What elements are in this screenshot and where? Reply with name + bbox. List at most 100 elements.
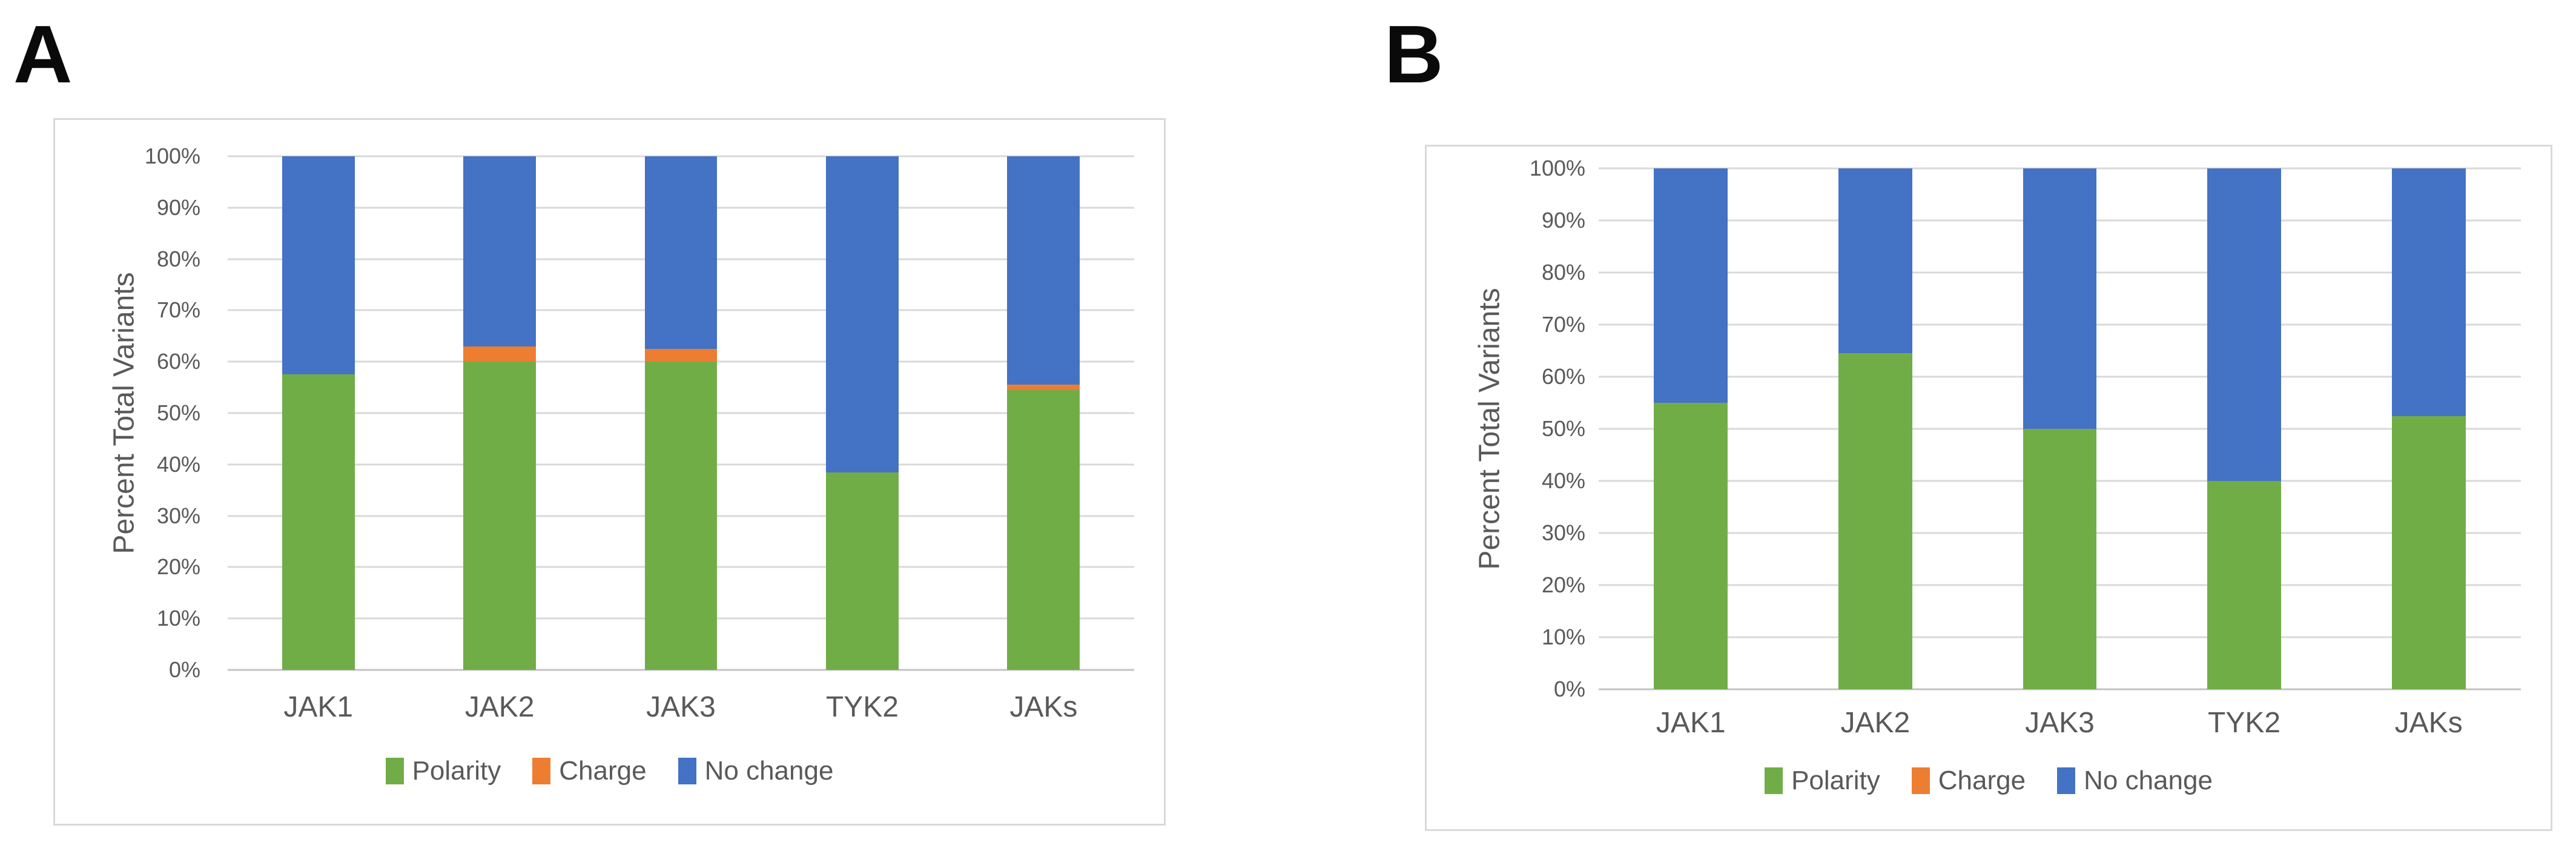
chart-b-legend-item-charge: Charge bbox=[1911, 766, 2026, 796]
chart-a-y-axis-ticks: 0% 10% 20% 30% 40% 50% 60% 70% 80% 90% 100% bbox=[55, 144, 200, 682]
chart-b-tick-label-100: 100% bbox=[1529, 156, 1585, 180]
chart-a-x-axis-labels: JAK1 JAK2 JAK3 TYK2 JAKs bbox=[228, 690, 1134, 724]
chart-b-category-label-tyk2: TYK2 bbox=[2208, 707, 2281, 739]
chart-a-bar-slot-jak3 bbox=[590, 156, 771, 670]
chart-b-x-axis-labels: JAK1 JAK2 JAK3 TYK2 JAKs bbox=[1599, 706, 2521, 740]
chart-a: Percent Total Variants 0% 10% 20% 30% 40% 50%… bbox=[53, 118, 1166, 826]
chart-a-category-label-tyk2: TYK2 bbox=[825, 691, 899, 723]
chart-b-category-label-jak2: JAK2 bbox=[1840, 707, 1911, 739]
charge-legend-swatch-icon bbox=[1911, 767, 1930, 794]
chart-a-bar-jak3 bbox=[644, 156, 718, 670]
chart-b-bar-slot-jak1 bbox=[1599, 168, 1783, 689]
chart-b-tick-label-70: 70% bbox=[1541, 312, 1585, 337]
chart-a-bar-slot-jaks bbox=[953, 156, 1134, 670]
chart-b-legend-label-no-change: No change bbox=[2084, 766, 2213, 795]
chart-a-legend-item-no-change: No change bbox=[678, 756, 834, 786]
chart-a-bar-slot-jak2 bbox=[409, 156, 590, 670]
chart-b-bars bbox=[1599, 168, 2521, 689]
chart-a-tick-label-0: 0% bbox=[168, 657, 200, 682]
no-change-legend-swatch-icon bbox=[2057, 767, 2076, 794]
chart-a-bar-jak2-segment-charge bbox=[463, 346, 536, 362]
chart-b-tick-label-80: 80% bbox=[1541, 260, 1585, 285]
chart-b-bar-slot-tyk2 bbox=[2152, 168, 2337, 689]
chart-b-bar-slot-jaks bbox=[2336, 168, 2521, 689]
chart-a-tick-label-70: 70% bbox=[156, 297, 200, 323]
chart-b-tick-label-50: 50% bbox=[1541, 416, 1585, 441]
chart-b-bar-jak3 bbox=[2023, 168, 2097, 689]
chart-b-tick-label-10: 10% bbox=[1541, 624, 1585, 649]
chart-b-bar-jaks-segment-no-change bbox=[2391, 168, 2466, 416]
chart-b-tick-label-30: 30% bbox=[1541, 520, 1585, 545]
chart-a-tick-label-20: 20% bbox=[156, 554, 200, 580]
chart-b-bar-tyk2-segment-polarity bbox=[2207, 481, 2281, 689]
chart-b-category-label-jak1: JAK1 bbox=[1656, 707, 1726, 739]
chart-a-bar-jak1-segment-no-change bbox=[282, 156, 355, 375]
polarity-legend-swatch-icon bbox=[1765, 767, 1783, 794]
chart-a-bar-jak2-segment-no-change bbox=[463, 156, 536, 346]
chart-a-bar-jak3-segment-no-change bbox=[644, 156, 718, 349]
charge-legend-swatch-icon bbox=[532, 758, 551, 784]
chart-a-bar-slot-jak1 bbox=[228, 156, 409, 670]
chart-b-tick-label-90: 90% bbox=[1541, 208, 1585, 233]
chart-b-tick-label-20: 20% bbox=[1541, 572, 1585, 597]
chart-a-bar-tyk2-segment-no-change bbox=[826, 156, 899, 472]
chart-b-legend-label-polarity: Polarity bbox=[1791, 766, 1880, 795]
chart-a-legend-label-polarity: Polarity bbox=[412, 756, 501, 786]
chart-b-legend-item-no-change: No change bbox=[2057, 766, 2213, 796]
chart-b-bar-jaks-segment-polarity bbox=[2391, 416, 2466, 689]
chart-a-plot-area bbox=[228, 155, 1134, 671]
chart-a-bar-tyk2-segment-polarity bbox=[826, 472, 899, 670]
chart-a-tick-label-40: 40% bbox=[156, 451, 200, 477]
chart-a-bar-tyk2 bbox=[826, 156, 899, 670]
chart-a-legend: Polarity Charge No change bbox=[55, 756, 1164, 786]
chart-b-category-label-jak3: JAK3 bbox=[2025, 707, 2095, 739]
chart-a-tick-label-10: 10% bbox=[156, 606, 200, 631]
chart-b-tick-label-40: 40% bbox=[1541, 468, 1585, 493]
chart-b-legend-item-polarity: Polarity bbox=[1765, 766, 1880, 796]
no-change-legend-swatch-icon bbox=[678, 758, 696, 784]
chart-b-bar-slot-jak2 bbox=[1783, 168, 1968, 689]
chart-b-bar-jak1-segment-no-change bbox=[1654, 168, 1728, 403]
chart-b-bar-jak1 bbox=[1654, 168, 1728, 689]
chart-b-bar-jaks bbox=[2391, 168, 2466, 689]
chart-a-bar-jak3-segment-polarity bbox=[644, 362, 718, 670]
chart-a-tick-label-100: 100% bbox=[144, 144, 200, 168]
chart-b-bar-jak2-segment-no-change bbox=[1838, 168, 1912, 354]
chart-a-bar-jak1-segment-polarity bbox=[282, 374, 355, 670]
chart-b-gridline-0 bbox=[1599, 688, 2521, 690]
polarity-legend-swatch-icon bbox=[385, 758, 404, 784]
chart-b-bar-jak1-segment-polarity bbox=[1654, 403, 1728, 689]
chart-b-bar-tyk2 bbox=[2207, 168, 2281, 689]
chart-a-bar-slot-tyk2 bbox=[771, 156, 953, 670]
chart-a-legend-item-charge: Charge bbox=[532, 756, 647, 786]
chart-a-bar-jak1 bbox=[282, 156, 355, 670]
chart-a-tick-label-50: 50% bbox=[156, 400, 200, 425]
chart-a-category-label-jak1: JAK1 bbox=[283, 691, 354, 723]
chart-a-bar-jaks-segment-polarity bbox=[1007, 389, 1080, 670]
chart-b-legend: Polarity Charge No change bbox=[1427, 766, 2551, 796]
chart-a-category-label-jak3: JAK3 bbox=[646, 691, 716, 723]
chart-b-bar-jak3-segment-polarity bbox=[2023, 429, 2097, 689]
chart-a-tick-label-30: 30% bbox=[156, 503, 200, 528]
chart-a-bar-jaks bbox=[1007, 156, 1080, 670]
chart-b-bar-jak2 bbox=[1838, 168, 1912, 689]
chart-a-legend-label-charge: Charge bbox=[559, 756, 647, 786]
chart-b-bar-jak2-segment-polarity bbox=[1838, 353, 1912, 689]
chart-a-tick-label-90: 90% bbox=[156, 194, 200, 220]
chart-a-bar-jak3-segment-charge bbox=[644, 349, 718, 362]
chart-a-category-label-jaks: JAKs bbox=[1009, 691, 1078, 723]
chart-a-legend-label-no-change: No change bbox=[704, 756, 834, 786]
chart-b-bar-slot-jak3 bbox=[1967, 168, 2152, 689]
chart-a-bar-jak2 bbox=[463, 156, 536, 670]
chart-b-legend-label-charge: Charge bbox=[1938, 766, 2026, 795]
chart-b: Percent Total Variants 0% 10% 20% 30% 40% 50%… bbox=[1425, 145, 2552, 831]
chart-b-bar-tyk2-segment-no-change bbox=[2207, 168, 2281, 481]
chart-b-y-axis-ticks: 0% 10% 20% 30% 40% 50% 60% 70% 80% 90% 100% bbox=[1427, 156, 1585, 701]
chart-a-gridline-0 bbox=[228, 669, 1134, 671]
chart-a-bar-jaks-segment-charge bbox=[1007, 385, 1080, 390]
panel-b-label: B bbox=[1384, 8, 1444, 100]
chart-a-bar-jak2-segment-polarity bbox=[463, 362, 536, 670]
chart-a-tick-label-80: 80% bbox=[156, 246, 200, 271]
chart-b-bar-jak3-segment-no-change bbox=[2023, 168, 2097, 429]
